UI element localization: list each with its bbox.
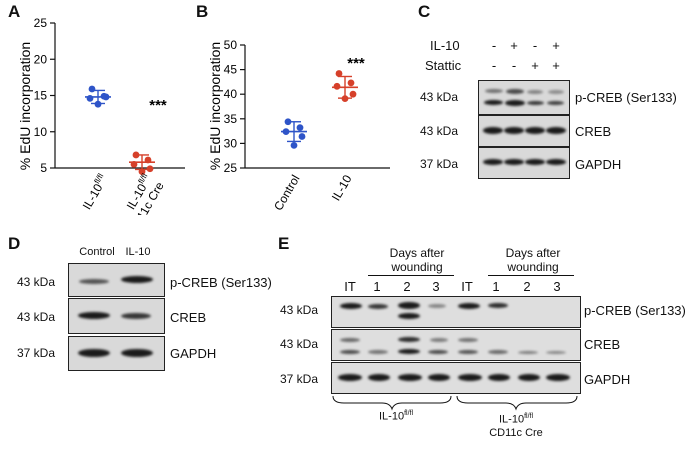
panel-e-protein-2: CREB — [584, 337, 621, 352]
panel-b-point — [335, 70, 343, 77]
panel-c-stattic-sign-1: - — [491, 58, 497, 73]
panel-a-ylabel: % EdU incorporation — [17, 42, 33, 170]
panel-c-il10-sign-1: - — [491, 38, 497, 53]
panel-c-il10-sign-2: + — [510, 38, 518, 53]
panel-b-ylabel: % EdU incorporation — [207, 42, 223, 170]
panel-e-days-header-1: Days after wounding — [389, 246, 445, 274]
panel-a-ytick-label: 25 — [34, 16, 48, 30]
panel-c-il10-sign-3: - — [532, 38, 538, 53]
panel-a-ytick-label: 20 — [34, 52, 48, 66]
panel-c-gapdh-blot — [478, 147, 570, 179]
panel-d-kda-1: 43 kDa — [17, 275, 56, 289]
panel-e-gapdh-blot — [331, 362, 581, 394]
panel-e-lane-4: 3 — [432, 279, 440, 294]
panel-c-il10-sign-4: + — [552, 38, 560, 53]
panel-e-days-line-2 — [488, 275, 574, 276]
panel-c-stattic-label: Stattic — [425, 58, 462, 73]
panel-b-point — [298, 133, 306, 140]
panel-e-lane-6: 1 — [492, 279, 500, 294]
panel-a-ytick-label: 5 — [40, 161, 47, 175]
panel-d-protein-3: GAPDH — [170, 346, 217, 361]
panel-c-label: C — [418, 2, 431, 21]
panel-d-kda-3: 37 kDa — [17, 346, 56, 360]
panel-e-group-braces — [332, 395, 578, 411]
panel-d-pcreb-blot — [68, 263, 165, 297]
panel-e-lane-3: 2 — [403, 279, 411, 294]
panel-d-lane-il10: IL-10 — [125, 246, 151, 258]
panel-b-ytick-label: 30 — [224, 136, 238, 150]
panel-b-ytick-label: 35 — [224, 112, 238, 126]
panel-b-ytick-label: 25 — [224, 161, 238, 175]
panel-e-creb-blot — [331, 329, 581, 361]
panel-b-point — [296, 124, 304, 132]
panel-e-kda-1: 43 kDa — [280, 303, 319, 317]
panel-b-ytick-label: 45 — [224, 63, 238, 77]
panel-e-protein-1: p-CREB (Ser133) — [584, 303, 686, 318]
panel-a-point — [86, 95, 94, 102]
panel-b-chart: % EdU incorporation 25 30 35 40 45 50 *** Con… — [207, 38, 390, 214]
panel-a-xlabel-1: IL-10fl/fl — [79, 172, 111, 212]
panel-b-point — [290, 141, 298, 149]
panel-a-chart: % EdU incorporation 5 10 15 20 25 *** IL-10f… — [17, 16, 185, 215]
panel-e-lane-7: 2 — [523, 279, 531, 294]
panel-b-label: B — [196, 2, 209, 21]
panel-e-days-line-1 — [368, 275, 454, 276]
panel-c-protein-1: p-CREB (Ser133) — [575, 90, 677, 105]
panel-c-stattic-sign-3: + — [531, 58, 539, 73]
panel-c-kda-1: 43 kDa — [420, 90, 459, 104]
panel-a-ytick-label: 10 — [34, 125, 48, 139]
panel-e-lane-1: IT — [344, 279, 356, 294]
panel-b-ytick-label: 50 — [224, 38, 238, 52]
panel-a-sig: *** — [149, 97, 167, 114]
panel-d-lane-control: Control — [79, 246, 115, 258]
panel-a-ytick-label: 15 — [34, 89, 48, 103]
panel-b-point — [347, 79, 355, 87]
panel-e-group-1: IL-10fl/fl — [378, 410, 414, 423]
panel-c-il10-label: IL-10 — [430, 38, 460, 53]
panel-a-point — [94, 100, 102, 108]
panel-c-protein-3: GAPDH — [575, 157, 622, 172]
panel-c-stattic-sign-4: + — [552, 58, 560, 73]
panel-d-protein-1: p-CREB (Ser133) — [170, 275, 272, 290]
panel-c-protein-2: CREB — [575, 124, 612, 139]
panel-e-pcreb-blot — [331, 296, 581, 328]
panel-e-days-header-2: Days after wounding — [505, 246, 561, 274]
panel-b-xlabel-1: Control — [271, 173, 302, 214]
panel-e-label: E — [278, 234, 290, 253]
panel-d-gapdh-blot — [68, 336, 165, 371]
panel-a-point — [88, 85, 96, 93]
panel-d-protein-2: CREB — [170, 310, 207, 325]
panel-e-kda-2: 43 kDa — [280, 337, 319, 351]
panel-c-kda-3: 37 kDa — [420, 157, 459, 171]
panel-e-lane-8: 3 — [553, 279, 561, 294]
panel-e-lane-2: 1 — [373, 279, 381, 294]
panel-c-kda-2: 43 kDa — [420, 124, 459, 138]
panel-c-pcreb-blot — [478, 80, 570, 115]
panel-a-point — [146, 165, 154, 173]
panel-b-point — [333, 82, 341, 90]
panel-c-stattic-sign-2: - — [511, 58, 517, 73]
panel-b-ytick-label: 40 — [224, 87, 238, 101]
panel-b-sig: *** — [347, 55, 365, 72]
panel-d-creb-blot — [68, 298, 165, 334]
panel-d-kda-2: 43 kDa — [17, 310, 56, 324]
panel-e-kda-3: 37 kDa — [280, 372, 319, 386]
panel-b-xlabel-2: IL-10 — [329, 172, 355, 203]
panel-c-creb-blot — [478, 115, 570, 147]
panel-e-group-2: IL-10fl/fl CD11c Cre — [489, 413, 543, 439]
panel-b-point — [349, 90, 357, 98]
panel-e-lane-5: IT — [461, 279, 473, 294]
panel-d-label: D — [8, 234, 21, 253]
panel-e-protein-3: GAPDH — [584, 372, 631, 387]
panel-a-label: A — [8, 2, 21, 21]
